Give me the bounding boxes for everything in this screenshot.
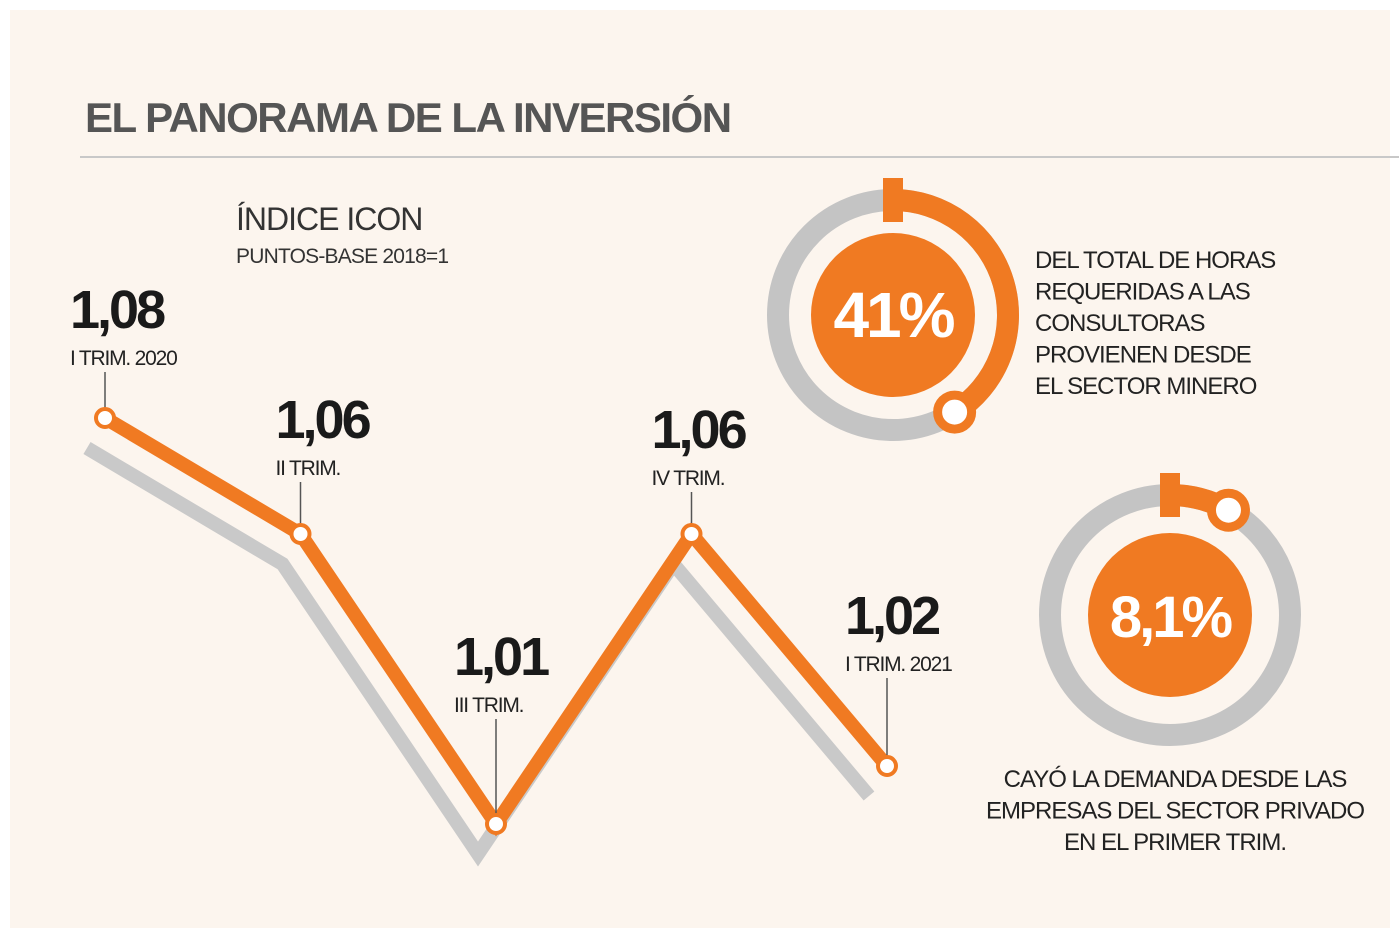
gauge-tab xyxy=(1160,473,1180,517)
value-label: 1,06 xyxy=(652,400,747,460)
value-label: 1,08 xyxy=(70,280,165,340)
title: EL PANORAMA DE LA INVERSIÓN xyxy=(85,93,731,141)
gauge-tab xyxy=(883,178,903,222)
background xyxy=(10,10,1390,928)
gauge-text: DEL TOTAL DE HORAS xyxy=(1035,247,1275,274)
gauge-text: CAYÓ LA DEMANDA DESDE LAS xyxy=(1004,766,1347,793)
value-label: 1,01 xyxy=(454,627,549,687)
category-label: I TRIM. 2020 xyxy=(70,347,177,370)
gauge-knob xyxy=(933,390,977,434)
point xyxy=(876,755,898,777)
category-label: IV TRIM. xyxy=(652,467,725,490)
category-label: III TRIM. xyxy=(454,694,523,717)
point xyxy=(680,523,703,545)
gauge-arc xyxy=(892,189,1019,422)
gauge-label: 41% xyxy=(833,279,954,351)
gauge-text: EN EL PRIMER TRIM. xyxy=(1064,829,1286,856)
gauge-text: REQUERIDAS A LAS xyxy=(1035,279,1250,306)
gauge-text: CONSULTORAS xyxy=(1035,310,1204,337)
point xyxy=(485,813,507,835)
gauge-label: 8,1% xyxy=(1110,585,1233,650)
gauge-text: EMPRESAS DEL SECTOR PRIVADO xyxy=(986,798,1364,825)
gauge-text: PROVIENEN DESDE xyxy=(1035,342,1251,369)
gauge-core xyxy=(1088,533,1252,697)
subtitle: ÍNDICE ICON xyxy=(236,201,422,237)
gauge-knob xyxy=(1206,488,1250,532)
point xyxy=(289,523,312,545)
point xyxy=(94,407,116,429)
category-label: I TRIM. 2021 xyxy=(845,653,952,676)
gauge-text: EL SECTOR MINERO xyxy=(1035,373,1257,400)
value-label: 1,06 xyxy=(276,390,371,450)
gauge-core xyxy=(811,233,975,397)
line-shadow xyxy=(83,441,875,867)
y-label: PUNTOS-BASE 2018=1 xyxy=(236,245,448,268)
category-label: II TRIM. xyxy=(276,457,341,480)
value-label: 1,02 xyxy=(845,586,939,646)
